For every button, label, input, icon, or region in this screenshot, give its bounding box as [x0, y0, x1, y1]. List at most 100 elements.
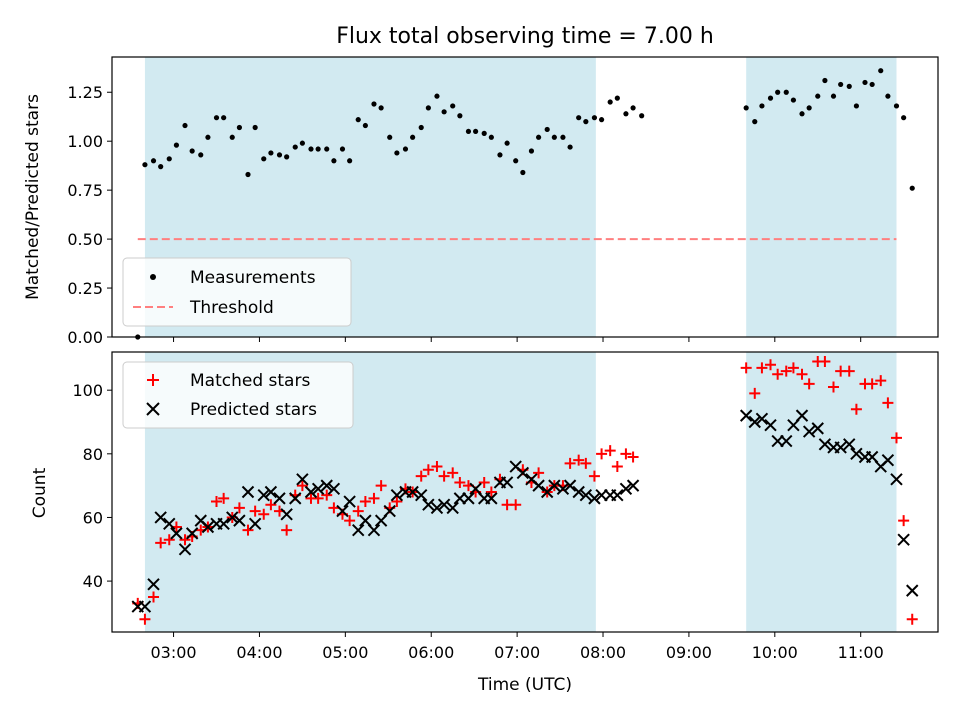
- measurement-point: [504, 140, 510, 146]
- matched-star-point: [368, 492, 380, 504]
- measurement-point: [166, 156, 172, 162]
- predicted-star-point: [516, 466, 530, 480]
- measurement-point: [767, 95, 774, 101]
- measurement-point: [284, 154, 290, 160]
- measurement-point: [378, 105, 384, 111]
- matched-star-point: [375, 480, 387, 492]
- measurement-points: [135, 68, 915, 340]
- matched-star-points: [132, 356, 918, 625]
- predicted-star-point: [406, 485, 419, 499]
- measurement-point: [308, 146, 314, 152]
- x-tick-label: 11:00: [838, 643, 884, 662]
- predicted-star-point: [264, 485, 278, 499]
- top-y-tick-label: 0.75: [67, 181, 103, 200]
- shaded-interval-2: [746, 352, 897, 632]
- matched-star-point: [485, 486, 497, 498]
- measurement-point: [158, 164, 164, 170]
- predicted-star-point: [422, 498, 435, 511]
- bottom-axes-frame: [111, 351, 939, 633]
- measurement-point: [869, 81, 875, 88]
- predicted-star-point: [764, 418, 777, 432]
- measurement-point: [591, 115, 598, 121]
- measurement-point: [520, 169, 526, 176]
- measurement-point: [752, 119, 758, 125]
- matched-star-point: [281, 524, 293, 536]
- bottom-x-ticks: 03:00 04:00 05:00 06:00 07:00 08:00 09:00 10:00…: [151, 632, 884, 662]
- matched-star-point: [573, 454, 585, 466]
- measurement-point: [339, 146, 346, 152]
- matched-star-point: [391, 496, 403, 508]
- matched-star-point: [580, 457, 592, 469]
- measurement-point: [292, 144, 298, 150]
- predicted-star-point: [296, 473, 309, 486]
- bottom-y-tick-label: 60: [83, 508, 103, 527]
- matched-star-point: [328, 502, 340, 514]
- predicted-star-point: [320, 479, 333, 492]
- top-y-tick-label: 1.25: [67, 83, 103, 102]
- measurement-point: [142, 162, 148, 168]
- matched-star-point: [510, 499, 522, 511]
- measurement-point: [465, 128, 472, 135]
- predicted-star-point: [818, 438, 832, 451]
- predicted-star-point: [755, 412, 769, 426]
- x-tick-label: 08:00: [580, 643, 626, 662]
- matched-star-point: [359, 496, 371, 508]
- predicted-star-point: [430, 501, 444, 515]
- predicted-star-point: [336, 504, 349, 518]
- matched-star-point: [564, 457, 576, 469]
- predicted-star-point: [304, 485, 318, 499]
- measurement-point: [846, 83, 852, 89]
- matched-star-point: [249, 505, 261, 517]
- predicted-star-point: [257, 488, 270, 502]
- matched-star-point: [321, 489, 333, 501]
- matched-star-point: [620, 448, 632, 460]
- matched-star-point: [604, 445, 616, 457]
- measurement-point: [576, 115, 582, 121]
- measurement-point: [901, 115, 907, 121]
- matched-star-point: [431, 461, 443, 473]
- matched-star-point: [533, 467, 545, 479]
- predicted-star-point: [383, 504, 396, 518]
- top-legend: Measurements Threshold: [122, 257, 352, 327]
- measurement-point: [150, 158, 157, 164]
- predicted-star-points: [131, 409, 919, 613]
- measurement-point: [815, 93, 821, 99]
- legend-predicted-label: Predicted stars: [190, 400, 317, 420]
- matched-star-point: [179, 534, 191, 546]
- predicted-star-point: [241, 485, 255, 499]
- top-chart-title: Flux total observing time = 7.00 h: [336, 24, 714, 49]
- predicted-star-point: [906, 584, 919, 597]
- predicted-star-point: [834, 441, 847, 454]
- measurement-point: [245, 171, 251, 178]
- matched-star-point: [740, 362, 752, 374]
- predicted-star-point: [462, 492, 475, 505]
- top-y-tick-label: 1.00: [67, 132, 103, 151]
- measurement-point: [598, 117, 605, 123]
- matched-star-point: [163, 534, 175, 546]
- predicted-star-point: [327, 482, 341, 496]
- matched-star-point: [454, 476, 466, 488]
- predicted-star-point: [532, 479, 545, 492]
- predicted-star-point: [811, 422, 824, 435]
- measurement-point: [623, 111, 629, 117]
- measurement-point: [607, 99, 613, 105]
- measurement-point: [331, 158, 337, 164]
- top-y-tick-label: 0.50: [67, 230, 103, 249]
- predicted-star-point: [897, 533, 910, 546]
- x-tick-label: 04:00: [236, 643, 282, 662]
- measurement-point: [481, 130, 487, 136]
- predicted-star-point: [390, 488, 404, 502]
- predicted-star-point: [579, 488, 593, 502]
- legend-predicted-marker: [146, 402, 160, 416]
- predicted-star-point: [163, 517, 176, 531]
- measurement-point: [783, 89, 789, 95]
- predicted-star-point: [843, 438, 856, 451]
- predicted-star-point: [201, 520, 215, 534]
- matched-star-point: [756, 362, 768, 374]
- matched-star-point: [627, 451, 639, 463]
- x-tick-label: 03:00: [151, 643, 197, 662]
- measurement-point: [315, 146, 321, 152]
- matched-star-point: [344, 515, 356, 527]
- predicted-star-point: [185, 527, 199, 540]
- matched-star-point: [898, 515, 910, 527]
